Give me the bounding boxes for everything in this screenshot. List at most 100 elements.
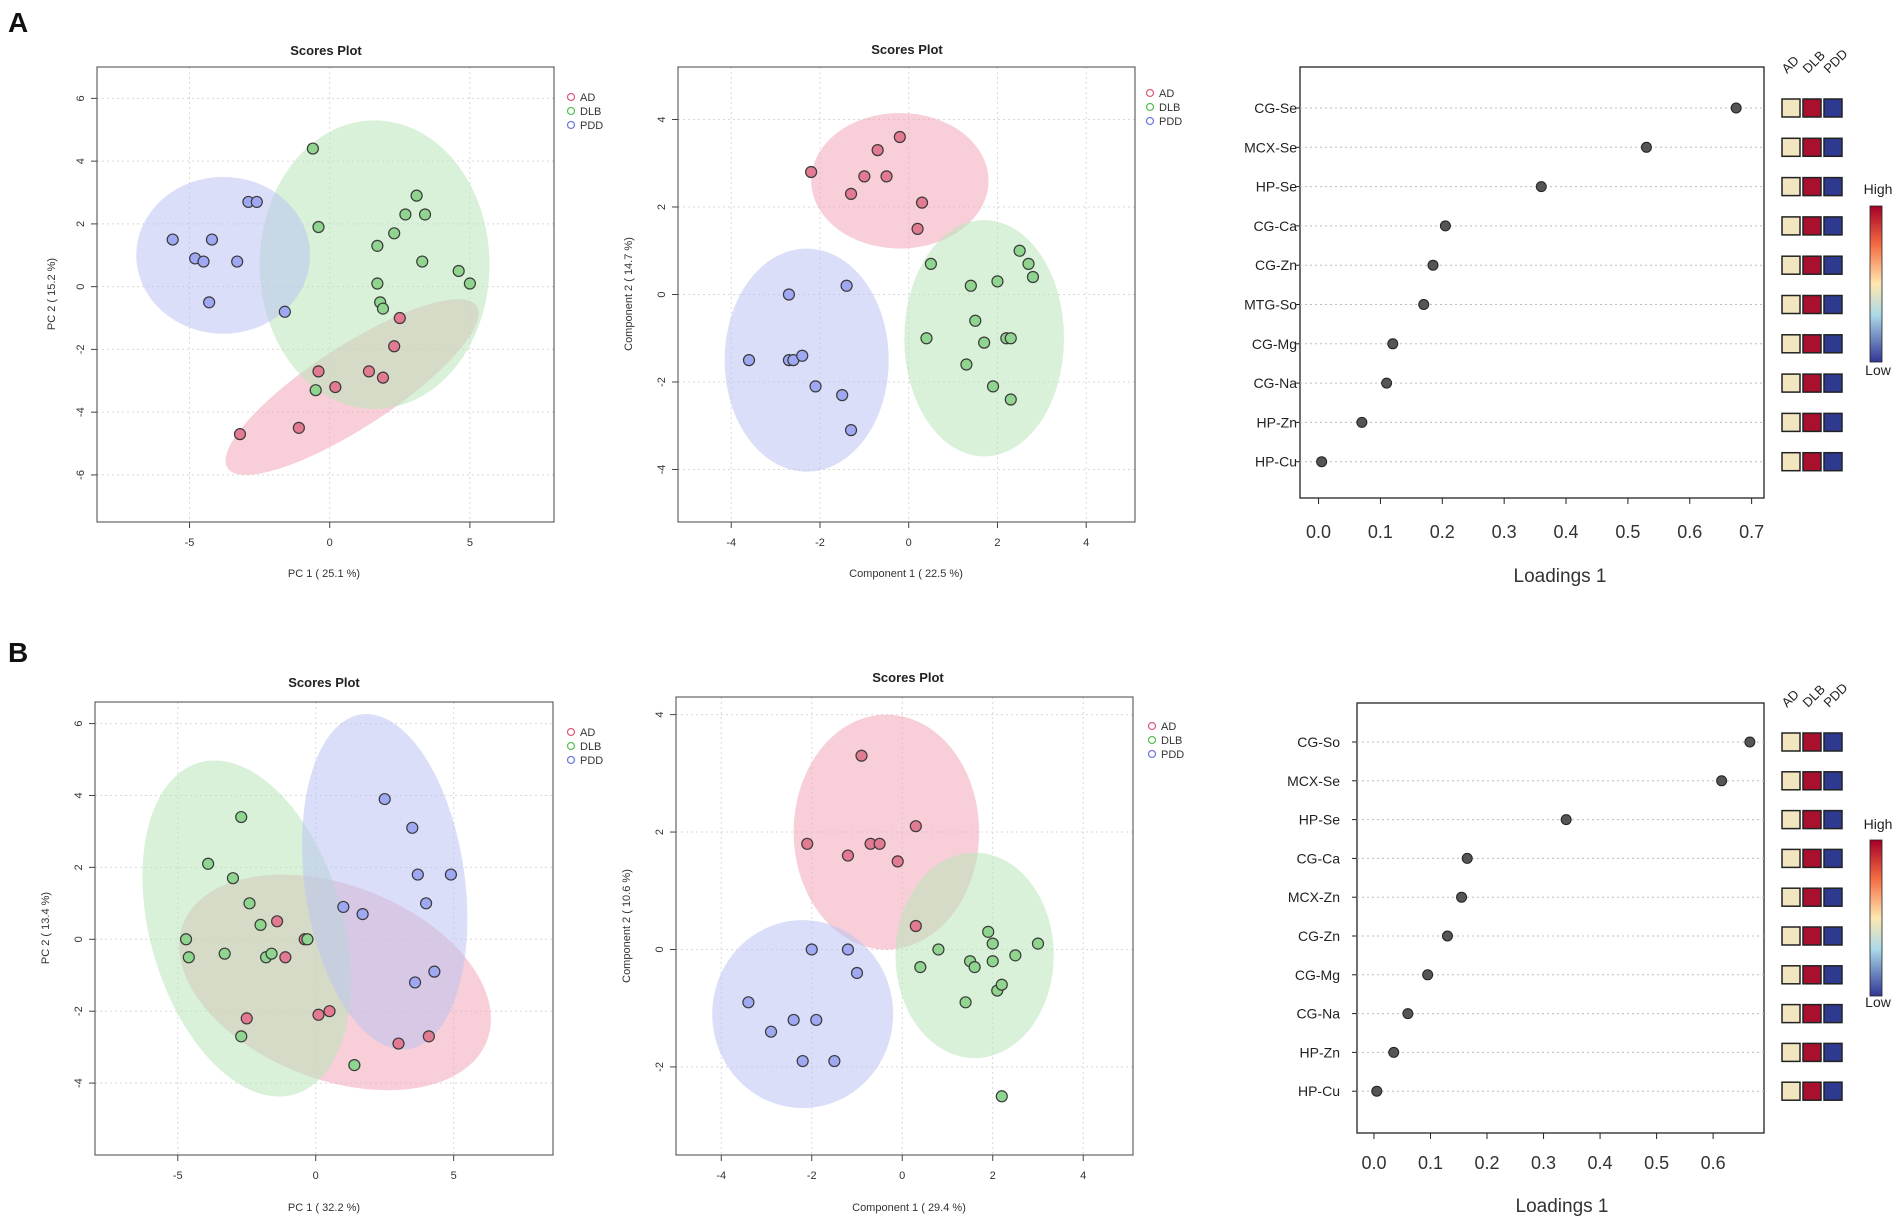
scores-plot: -5 0 5 -4 -2 0 2 4 6 Scores Plot PC 1 ( 32.2 %) PC … <box>40 675 603 1214</box>
data-point-dlb <box>306 142 319 155</box>
x-tick-label: 0.6 <box>1701 1153 1726 1173</box>
x-tick-label: 2 <box>990 1170 996 1182</box>
heat-cell-ad <box>1781 965 1801 985</box>
plot-title: Scores Plot <box>871 42 943 57</box>
data-point-dlb <box>254 918 267 932</box>
data-point-pdd <box>841 943 855 956</box>
loading-point <box>1730 102 1742 114</box>
x-tick-label: -5 <box>173 1170 183 1182</box>
legend-label: AD <box>1159 88 1174 100</box>
loading-point <box>1456 891 1468 903</box>
x-tick-label: 0.2 <box>1430 522 1455 542</box>
heat-cell-ad <box>1781 451 1801 472</box>
group-header: AD <box>1779 53 1802 76</box>
data-point-dlb <box>986 955 999 968</box>
data-point-dlb <box>410 189 423 202</box>
loading-point <box>1402 1008 1414 1020</box>
loading-point <box>1461 852 1473 864</box>
x-tick-label: 0.5 <box>1615 522 1640 542</box>
legend-marker-dlb <box>1145 102 1155 112</box>
y-tick-label: -4 <box>656 465 668 475</box>
feature-label: MCX-Se <box>1287 773 1340 789</box>
x-tick-label: 0.3 <box>1531 1153 1556 1173</box>
data-point-dlb <box>995 1090 1008 1103</box>
y-tick-label: 0 <box>75 284 87 290</box>
data-point-ad <box>312 1008 325 1021</box>
heat-cell-pdd <box>1823 1042 1843 1063</box>
legend-label: PDD <box>580 755 603 767</box>
scale-high-label: High <box>1864 816 1893 832</box>
heat-cell-dlb <box>1802 216 1822 236</box>
x-axis-label: Loadings 1 <box>1514 566 1607 587</box>
x-axis-label: PC 1 ( 32.2 %) <box>288 1202 360 1214</box>
data-point-dlb <box>418 208 432 221</box>
x-tick-label: 4 <box>1083 537 1089 549</box>
data-point-pdd <box>840 279 853 292</box>
data-point-pdd <box>337 900 350 914</box>
x-tick-label: 2 <box>994 537 1000 549</box>
heat-cell-ad <box>1781 848 1801 869</box>
data-point-dlb <box>968 961 981 974</box>
feature-label: HP-Se <box>1299 812 1340 828</box>
y-tick-label: -2 <box>656 377 668 387</box>
data-point-dlb <box>960 358 973 371</box>
x-tick-label: 0.3 <box>1492 522 1517 542</box>
heat-cell-pdd <box>1823 809 1843 830</box>
legend-marker-pdd <box>1147 749 1157 759</box>
heat-cell-pdd <box>1823 137 1843 158</box>
data-point-dlb <box>982 925 995 938</box>
data-point-pdd <box>419 897 433 910</box>
data-point-dlb <box>182 951 195 964</box>
data-point-dlb <box>959 996 972 1009</box>
data-point-pdd <box>356 908 369 921</box>
legend-marker-ad <box>1145 88 1155 98</box>
data-point-dlb <box>452 264 465 278</box>
group-header: AD <box>1779 687 1802 710</box>
feature-label: CG-Na <box>1296 1006 1340 1022</box>
data-point-pdd <box>411 868 424 881</box>
x-tick-label: 0.0 <box>1306 522 1331 542</box>
heat-cell-pdd <box>1823 373 1843 393</box>
data-point-pdd <box>406 821 419 834</box>
group-header: PDD <box>1821 46 1851 76</box>
feature-label: MTG-So <box>1244 297 1297 313</box>
data-point-pdd <box>764 1025 778 1038</box>
x-tick-label: 0.0 <box>1361 1153 1386 1173</box>
loading-point <box>1439 220 1451 232</box>
data-point-pdd <box>796 1054 809 1068</box>
y-axis-label: PC 2 ( 15.2 %) <box>46 258 58 330</box>
heat-cell-pdd <box>1823 451 1843 472</box>
heat-cell-dlb <box>1802 412 1822 433</box>
x-tick-label: 0 <box>327 537 333 549</box>
data-point-pdd <box>844 424 858 437</box>
x-tick-label: 0.1 <box>1368 522 1393 542</box>
scale-low-label: Low <box>1865 994 1892 1010</box>
feature-label: CG-Mg <box>1295 967 1340 983</box>
x-tick-label: 0 <box>906 537 912 549</box>
data-point-dlb <box>1004 332 1017 345</box>
data-point-dlb <box>978 336 991 349</box>
feature-label: HP-Cu <box>1255 454 1297 470</box>
confidence-ellipse-pdd <box>136 176 311 334</box>
data-point-dlb <box>1004 393 1017 406</box>
data-point-pdd <box>378 792 391 806</box>
data-point-dlb <box>986 380 1000 393</box>
heat-cell-pdd <box>1823 412 1843 433</box>
data-point-ad <box>376 371 390 384</box>
legend-marker-pdd <box>566 755 576 765</box>
heat-cell-pdd <box>1823 1081 1843 1101</box>
data-point-ad <box>880 170 893 183</box>
heat-cell-pdd <box>1823 294 1843 315</box>
heat-cell-pdd <box>1823 255 1843 275</box>
data-point-dlb <box>416 255 429 268</box>
x-axis-label: Component 1 ( 22.5 %) <box>849 568 963 580</box>
legend-label: AD <box>1161 721 1176 733</box>
x-tick-label: 0 <box>313 1170 319 1182</box>
x-tick-label: 5 <box>451 1170 457 1182</box>
data-point-dlb <box>202 857 215 870</box>
legend-label: DLB <box>580 741 601 753</box>
y-tick-label: 0 <box>654 946 666 952</box>
data-point-dlb <box>388 227 401 240</box>
data-point-ad <box>279 951 292 964</box>
plot-title: Scores Plot <box>288 675 360 690</box>
